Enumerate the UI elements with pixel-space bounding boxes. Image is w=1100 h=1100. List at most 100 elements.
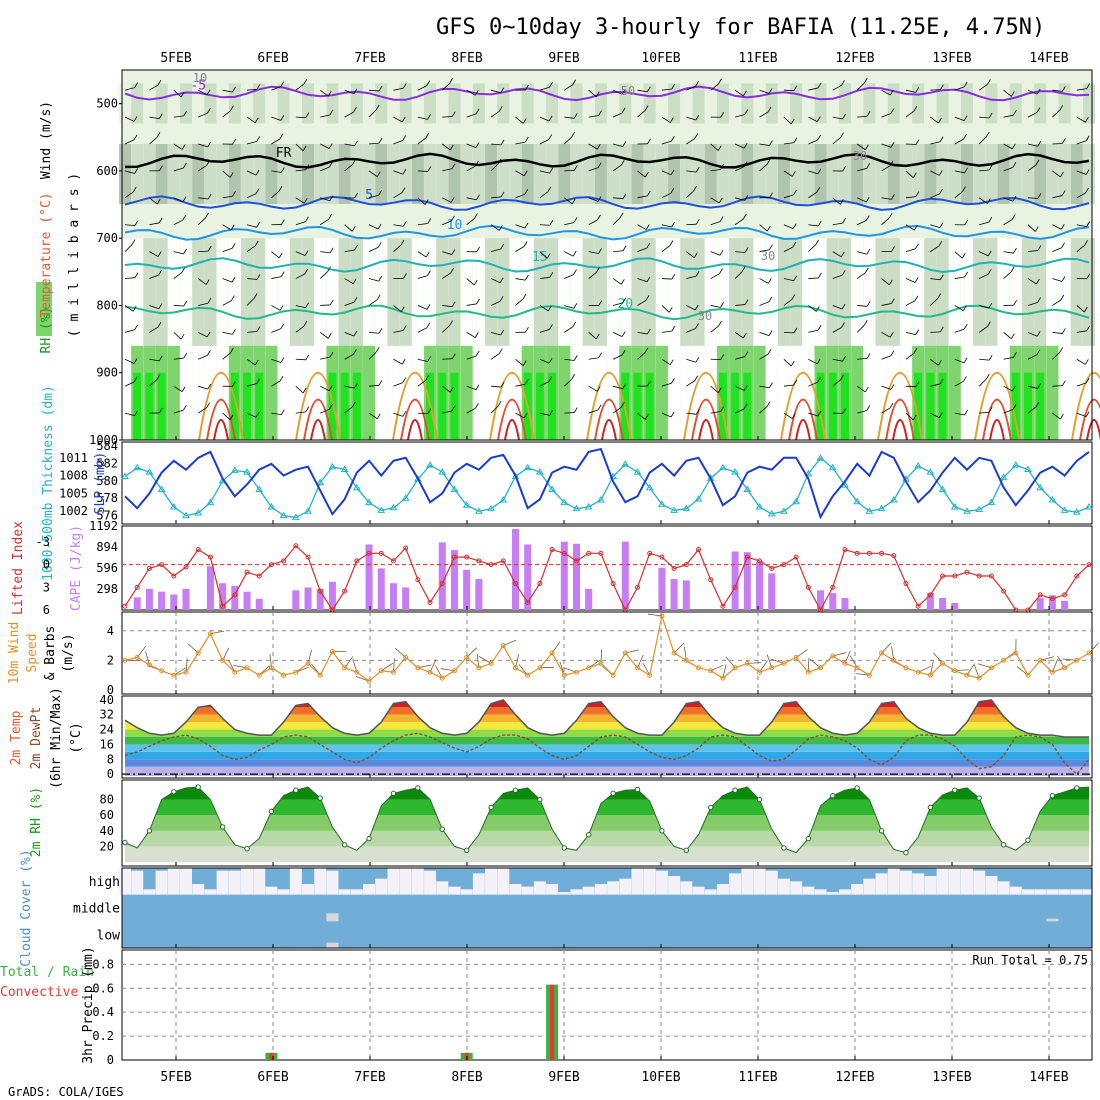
cloud-bar — [997, 881, 1010, 895]
rh-cell — [802, 144, 815, 204]
wind-barb — [539, 276, 550, 279]
wind10-marker — [561, 672, 567, 678]
wind10-axis-label: 10m Wind — [7, 622, 22, 685]
wind-barb — [841, 270, 846, 276]
wind-barb — [857, 358, 868, 360]
wind-barb — [524, 189, 529, 195]
wind-barb — [1035, 401, 1040, 408]
cape-bar — [450, 550, 458, 610]
rh-cell — [558, 345, 571, 440]
wind-barb — [1011, 143, 1016, 150]
wind-barb — [564, 251, 574, 257]
wind-barb — [588, 115, 599, 118]
wind-barb — [149, 197, 158, 205]
wind-barb — [661, 330, 672, 333]
wind-barb — [320, 143, 330, 149]
rh-cell — [655, 238, 668, 349]
wind-barb — [393, 330, 404, 333]
wind-barb — [442, 251, 452, 255]
wind-barb — [979, 358, 990, 361]
isotherm-dome — [780, 372, 826, 441]
wind-barb — [1052, 224, 1062, 230]
wind-barb — [515, 383, 526, 387]
wind-barb — [1062, 380, 1066, 386]
wind-barb — [865, 196, 870, 203]
wind-barb — [133, 358, 138, 364]
wind-barb — [1036, 88, 1041, 95]
wind-barb — [1061, 190, 1066, 196]
rh-cell — [938, 372, 947, 440]
rh-cell — [1009, 144, 1022, 204]
rh-cell — [155, 238, 168, 349]
wind-barb — [500, 139, 505, 146]
rh2m-marker — [341, 842, 348, 848]
wind10-axis-label: (m/s) — [61, 633, 76, 672]
wind10-marker — [610, 672, 616, 678]
lifted-index-marker — [427, 599, 433, 605]
wind-barb — [793, 189, 797, 196]
wind-barb — [718, 320, 722, 327]
wind-barb — [588, 167, 599, 172]
rh-cell — [1070, 83, 1083, 124]
wind-barb — [695, 166, 700, 173]
wind-barb — [891, 194, 895, 200]
wind-barb — [718, 78, 722, 85]
wind-barb — [720, 354, 725, 360]
lifted-index-marker — [610, 581, 616, 587]
wind-barb — [158, 217, 163, 224]
wind-barb — [490, 300, 501, 306]
rh-cell — [289, 345, 302, 440]
rh-cell — [143, 144, 156, 204]
rh-cell — [145, 372, 154, 440]
rh-cell — [875, 345, 888, 440]
wind-barb — [368, 109, 377, 118]
wind-barb — [1052, 109, 1060, 118]
wind-barb — [766, 225, 771, 232]
rh-cell — [253, 144, 266, 204]
cape-bar — [572, 543, 580, 610]
wind-barb — [842, 355, 846, 362]
rh-cell — [594, 345, 607, 440]
rh-cell — [497, 345, 510, 440]
rh-cell — [472, 144, 485, 204]
temp2m-axis-label: 2m DewPt — [29, 707, 44, 770]
wind-barb — [442, 143, 451, 151]
wind-barb — [207, 297, 212, 304]
wind-barb — [246, 278, 258, 280]
wind-barb — [222, 195, 233, 199]
cloud-bar — [692, 886, 705, 895]
wind-barb — [539, 191, 549, 199]
upper-air-ylabel: Wind (m/s) — [39, 101, 54, 179]
rh-cell — [509, 144, 522, 204]
wind-barb — [954, 380, 964, 387]
wind-barb — [686, 190, 694, 199]
wind-barb — [964, 271, 968, 278]
rh-cell — [180, 345, 193, 440]
precip-legend-total: Total / Rain — [0, 965, 94, 980]
wind-barb — [695, 356, 700, 363]
wind-barb — [222, 248, 233, 253]
wind-barb — [661, 305, 670, 313]
wind-barb — [595, 333, 600, 340]
wind-barb — [863, 320, 868, 326]
wind-barb — [344, 89, 355, 95]
wind-barb — [280, 271, 285, 277]
wind-barb — [808, 277, 819, 279]
wind-barb — [149, 274, 159, 279]
wind-barb — [393, 412, 404, 417]
wind-barb — [1003, 143, 1013, 150]
li-tick-label: 0 — [43, 558, 50, 572]
rh-cell — [985, 144, 998, 204]
cape-bar — [145, 588, 153, 610]
wind-barb — [1052, 89, 1063, 92]
wind-barb — [539, 358, 550, 364]
wind-barb — [271, 305, 281, 311]
wind-barb — [329, 161, 333, 168]
wind-barb — [647, 380, 651, 387]
wind-barb — [937, 293, 942, 299]
rh-cell — [326, 83, 339, 124]
date-label-top: 9FEB — [548, 51, 579, 66]
rh-cell — [899, 144, 912, 204]
rh-cell — [375, 238, 388, 349]
lifted-index-marker — [744, 554, 750, 560]
